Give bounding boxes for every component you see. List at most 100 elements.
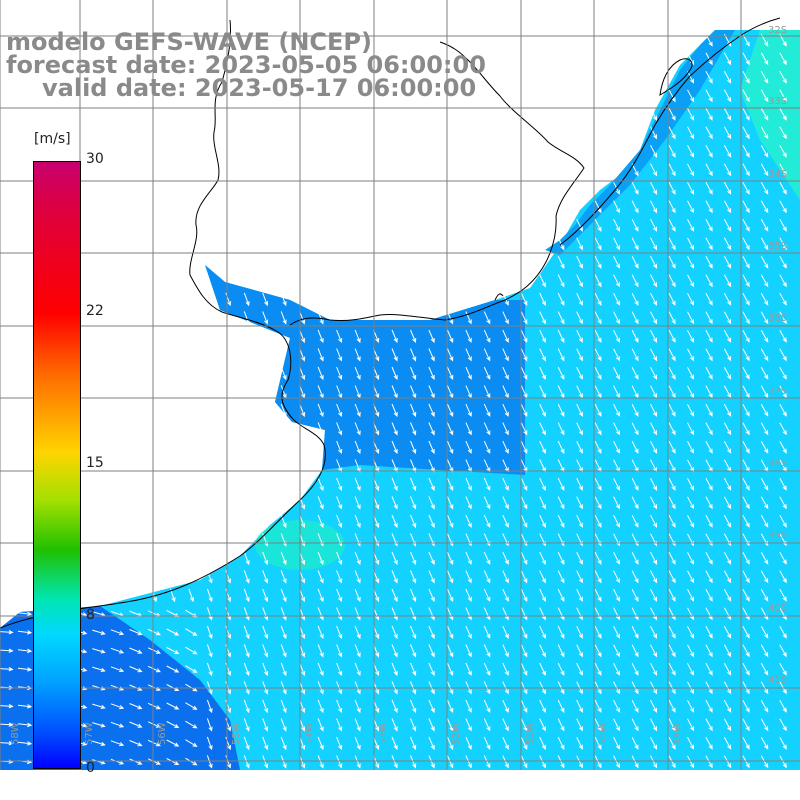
wind-arrow-icon xyxy=(483,366,491,380)
wind-arrow-icon xyxy=(446,477,454,492)
wind-arrow-icon xyxy=(779,348,787,362)
wind-arrow-icon xyxy=(206,644,213,658)
wind-arrow-icon xyxy=(280,718,287,732)
wind-arrow-icon xyxy=(520,496,528,510)
wind-arrow-icon xyxy=(705,570,713,584)
wind-arrow-icon xyxy=(354,718,361,732)
wind-arrow-icon xyxy=(557,366,565,380)
wind-arrow-icon xyxy=(687,145,695,158)
wind-arrow-icon xyxy=(779,126,787,140)
wind-arrow-icon xyxy=(650,144,658,158)
wind-arrow-icon xyxy=(280,366,287,381)
wind-arrow-icon xyxy=(576,366,583,380)
wind-arrow-icon xyxy=(650,366,658,380)
wind-arrow-icon xyxy=(650,274,658,288)
wind-arrow-icon xyxy=(557,607,565,621)
wind-arrow-icon xyxy=(336,718,343,732)
wind-arrow-icon xyxy=(446,366,454,381)
wind-arrow-icon xyxy=(779,422,787,436)
wind-arrow-icon xyxy=(166,721,180,729)
wind-arrow-icon xyxy=(557,551,565,565)
wind-arrow-icon xyxy=(742,644,750,658)
wind-arrow-icon xyxy=(631,329,639,343)
wind-arrow-icon xyxy=(705,663,713,676)
wind-arrow-icon xyxy=(779,330,787,343)
wind-arrow-icon xyxy=(760,256,769,269)
wind-arrow-icon xyxy=(391,366,398,381)
wind-arrow-icon xyxy=(428,366,435,381)
wind-arrow-icon xyxy=(668,366,676,380)
wind-arrow-icon xyxy=(280,625,287,640)
wind-arrow-icon xyxy=(557,736,565,750)
wind-arrow-icon xyxy=(391,736,398,751)
wind-arrow-icon xyxy=(465,440,472,454)
wind-arrow-icon xyxy=(280,662,287,677)
wind-arrow-icon xyxy=(742,71,750,84)
wind-arrow-icon xyxy=(147,647,161,654)
wind-arrow-icon xyxy=(465,607,472,621)
wind-arrow-icon xyxy=(391,551,398,566)
graticule xyxy=(0,0,800,770)
wind-arrow-icon xyxy=(557,348,565,362)
wind-arrow-icon xyxy=(705,256,713,269)
wind-arrow-icon xyxy=(705,274,713,288)
wind-arrow-icon xyxy=(483,496,491,510)
wind-arrow-icon xyxy=(650,403,658,417)
wind-arrow-icon xyxy=(428,607,435,621)
wind-arrow-icon xyxy=(650,718,658,732)
wind-arrow-icon xyxy=(613,348,620,362)
wind-arrow-icon xyxy=(650,588,658,602)
wind-arrow-icon xyxy=(354,588,361,603)
wind-arrow-icon xyxy=(502,311,509,325)
wind-arrow-icon xyxy=(687,163,695,177)
wind-arrow-icon xyxy=(129,703,143,710)
wind-arrow-icon xyxy=(687,237,695,251)
wind-arrow-icon xyxy=(668,551,676,565)
wind-arrow-icon xyxy=(650,440,658,454)
wind-arrow-icon xyxy=(687,441,695,454)
wind-arrow-icon xyxy=(280,292,287,307)
wind-arrow-icon xyxy=(779,589,787,602)
wind-arrow-icon xyxy=(428,718,435,732)
wind-arrow-icon xyxy=(687,256,695,269)
wind-arrow-icon xyxy=(631,625,639,639)
wind-arrow-icon xyxy=(705,311,713,325)
wind-arrow-icon xyxy=(262,292,269,307)
wind-arrow-icon xyxy=(446,718,454,732)
wind-arrow-icon xyxy=(687,589,695,602)
wind-arrow-icon xyxy=(539,718,546,732)
wind-arrow-icon xyxy=(594,292,602,306)
wind-arrow-icon xyxy=(779,644,787,658)
wind-arrow-icon xyxy=(687,182,695,195)
wind-arrow-icon xyxy=(613,662,620,676)
wind-arrow-icon xyxy=(723,515,732,528)
wind-arrow-icon xyxy=(166,702,180,710)
wind-arrow-icon xyxy=(594,255,602,269)
wind-arrow-icon xyxy=(613,496,620,510)
wind-arrow-icon xyxy=(668,329,676,343)
wind-arrow-icon xyxy=(317,348,324,362)
wind-arrow-icon xyxy=(280,607,287,621)
wind-arrow-icon xyxy=(723,570,732,584)
wind-arrow-icon xyxy=(668,644,676,658)
wind-arrow-icon xyxy=(668,422,676,436)
wind-arrow-icon xyxy=(613,551,620,565)
wind-arrow-icon xyxy=(742,496,750,510)
wind-arrow-icon xyxy=(760,626,769,639)
wind-arrow-icon xyxy=(410,514,417,529)
wind-arrow-icon xyxy=(705,644,713,658)
wind-arrow-icon xyxy=(502,551,509,565)
lat-label: 40S xyxy=(768,603,788,614)
wind-arrow-icon xyxy=(613,625,620,639)
wind-arrow-icon xyxy=(557,255,565,269)
wind-arrow-icon xyxy=(520,570,528,584)
wind-arrow-icon xyxy=(446,607,454,621)
wind-arrow-icon xyxy=(428,514,435,529)
wind-arrow-icon xyxy=(0,741,14,746)
wind-arrow-icon xyxy=(705,589,713,602)
wind-arrow-icon xyxy=(631,440,639,454)
wind-arrow-icon xyxy=(779,552,787,565)
wind-arrow-icon xyxy=(428,348,435,362)
wind-arrow-icon xyxy=(594,237,602,251)
wind-arrow-icon xyxy=(483,699,491,713)
